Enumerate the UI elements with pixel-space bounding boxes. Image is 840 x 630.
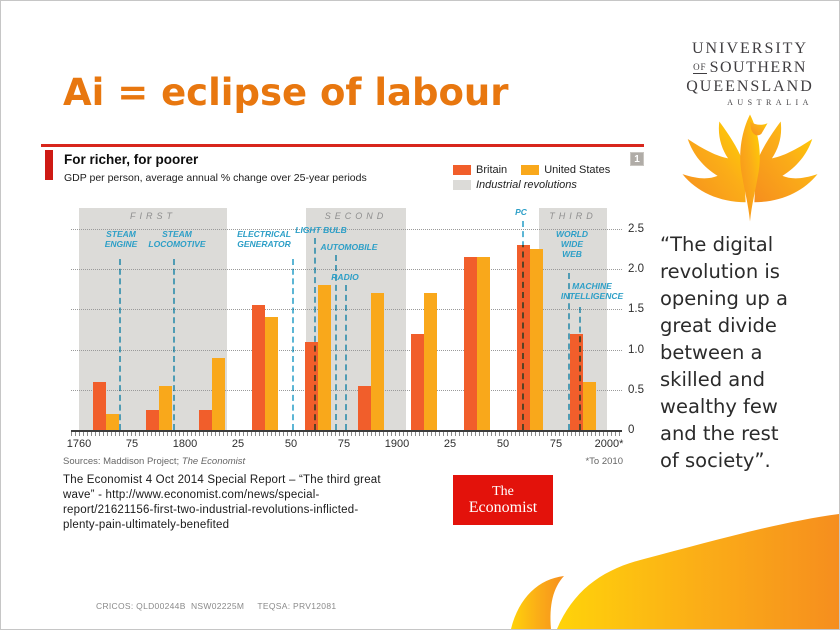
economist-logo-line2: Economist: [468, 499, 538, 516]
bar-britain-1925-50: [463, 257, 477, 430]
tech-dash-machine: [579, 307, 581, 430]
x-tick-label: 75: [549, 438, 563, 450]
sources-text: Sources: Maddison Project; The Economist: [63, 456, 246, 467]
usq-logo-line3: QUEENSLAND: [686, 78, 814, 95]
bar-united-states-1850-75: [317, 285, 331, 430]
x-tick-label: 50: [496, 438, 510, 450]
gridline-2.0: [71, 269, 622, 271]
x-tick-label: 1760: [66, 438, 92, 450]
chart-legend: Britain United States Industrial revolut…: [453, 162, 624, 192]
quote-text: “The digital revolution is opening up a …: [660, 233, 788, 472]
tech-label-machine: MACHINE INTELLIGENCE: [560, 281, 624, 301]
tech-label-pc: PC: [515, 207, 527, 217]
band-label: SECOND: [324, 211, 388, 221]
x-tick-label: 50: [284, 438, 298, 450]
chart-subtitle: GDP per person, average annual % change …: [64, 172, 367, 184]
bar-britain-1775-1800: [145, 409, 159, 430]
tech-dash-pc: [522, 221, 524, 430]
tech-dash-steam: [173, 259, 175, 430]
y-tick-label: 1.5: [628, 303, 644, 316]
y-tick-label: 0: [628, 424, 635, 436]
x-tick-label: 75: [337, 438, 351, 450]
tech-label-world: WORLD WIDE WEB: [555, 229, 589, 259]
bar-britain-1760-75: [92, 381, 106, 430]
gridline-2.5: [71, 229, 622, 230]
bar-united-states-1925-50: [476, 257, 490, 430]
tech-label-light-bulb: LIGHT BULB: [295, 225, 347, 235]
x-tick-label: 25: [443, 438, 457, 450]
x-tick-label: 1800: [172, 438, 198, 450]
citation-text: The Economist 4 Oct 2014 Special Report …: [63, 474, 381, 531]
page-number-badge: 1: [630, 152, 644, 166]
bar-united-states-1950-75: [529, 249, 543, 430]
bar-united-states-1775-1800: [158, 385, 172, 430]
y-tick-label: 2.0: [628, 263, 644, 276]
economist-logo-line1: The: [492, 484, 514, 499]
bar-united-states-1800-25: [211, 357, 225, 430]
chart-top-rule: [41, 144, 644, 147]
tech-dash-radio: [345, 285, 347, 430]
flame-decoration-icon: [511, 514, 839, 629]
bar-britain-1875-1900: [357, 385, 371, 430]
tech-label-steam: STEAM LOCOMOTIVE: [148, 229, 206, 249]
legend-label-united-states: United States: [544, 163, 611, 176]
usq-logo-line2: OF SOUTHERN: [693, 59, 807, 76]
tech-dash-light-bulb: [314, 238, 316, 430]
x-tick-label: 1900: [384, 438, 410, 450]
band-label: THIRD: [549, 211, 597, 221]
tech-dash-automobile: [335, 255, 337, 430]
tech-label-electrical: ELECTRICAL GENERATOR: [237, 229, 291, 249]
x-axis-line: [71, 430, 622, 432]
chart-red-tab: [45, 150, 53, 180]
legend-label-britain: Britain: [476, 163, 508, 176]
bar-britain-1800-25: [198, 409, 212, 430]
tech-dash-electrical: [292, 259, 294, 430]
bar-britain-1900-25: [410, 333, 424, 430]
tech-dash-steam: [119, 259, 121, 430]
x-tick-label: 75: [125, 438, 139, 450]
bar-united-states-1825-50: [264, 317, 278, 430]
page-title: Ai = eclipse of labour: [63, 71, 509, 114]
economist-logo: The Economist: [453, 475, 553, 525]
y-tick-label: 0.5: [628, 383, 644, 396]
legend-swatch-britain: [453, 164, 471, 175]
y-tick-label: 1.0: [628, 343, 644, 356]
phoenix-icon: [682, 114, 818, 222]
footnote-text: *To 2010: [585, 456, 623, 467]
bar-united-states-1760-75: [105, 413, 119, 430]
band-label: FIRST: [130, 211, 176, 221]
tech-label-radio: RADIO: [331, 272, 359, 282]
tech-label-steam: STEAM ENGINE: [104, 229, 138, 249]
legend-label-industrial-revolutions: Industrial revolutions: [476, 178, 577, 191]
footer-cricos-text: CRICOS: QLD00244B NSW02225M TEQSA: PRV12…: [96, 601, 337, 611]
bar-united-states-1975-2000: [582, 381, 596, 430]
tech-label-automobile: AUTOMOBILE: [320, 242, 378, 252]
x-tick-label: 25: [231, 438, 245, 450]
tech-dash-world: [568, 273, 570, 430]
usq-logo-line4: AUSTRALIA: [727, 98, 813, 107]
usq-logo: UNIVERSITY OF SOUTHERN QUEENSLAND AUSTRAL…: [665, 39, 835, 230]
bar-united-states-1875-1900: [370, 293, 384, 430]
x-axis-minor-ticks: [71, 432, 622, 436]
legend-swatch-industrial-revolutions: [453, 179, 471, 190]
x-tick-label: 2000*: [594, 438, 624, 450]
usq-logo-line1: UNIVERSITY: [692, 40, 808, 57]
chart-title: For richer, for poorer: [64, 152, 199, 167]
y-tick-label: 2.5: [628, 223, 644, 235]
legend-swatch-united-states: [521, 164, 540, 175]
bar-britain-1825-50: [251, 305, 265, 430]
bar-united-states-1900-25: [423, 293, 437, 430]
